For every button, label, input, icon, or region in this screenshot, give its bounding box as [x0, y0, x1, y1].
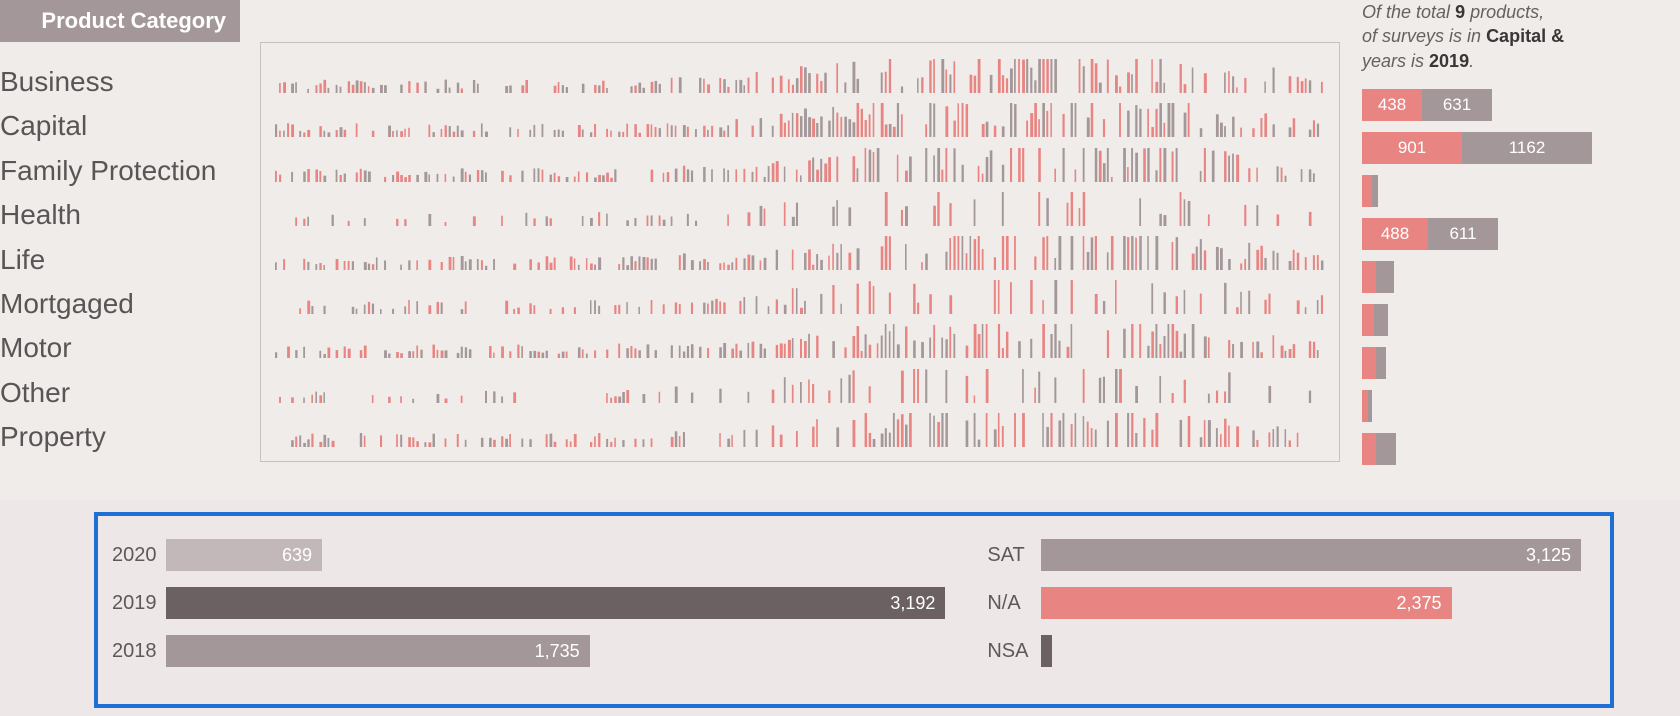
bar-label: 2018: [102, 640, 166, 663]
top-section: Product Category BusinessCapitalFamily P…: [0, 0, 1680, 500]
kpi-segment: 488: [1362, 218, 1428, 250]
category-item[interactable]: Mortgaged: [0, 282, 240, 326]
bar-row[interactable]: SAT3,125: [977, 534, 1594, 576]
bar-track: 3,125: [1041, 539, 1594, 571]
kpi-segment: [1376, 347, 1386, 379]
bar-row[interactable]: 20193,192: [102, 582, 947, 624]
satisfaction-bar-chart[interactable]: SAT3,125N/A2,375NSA: [967, 528, 1594, 692]
barcode-row: [275, 367, 1325, 403]
category-item[interactable]: Family Protection: [0, 149, 240, 193]
right-panel: Of the total 9 products, of surveys is i…: [1350, 0, 1680, 500]
kpi-segment: [1372, 175, 1378, 207]
kpi-segment: [1368, 390, 1372, 422]
bar-row[interactable]: 2020639: [102, 534, 947, 576]
barcode-row: [275, 411, 1325, 447]
bar-fill: 3,125: [1041, 539, 1581, 571]
category-item[interactable]: Motor: [0, 326, 240, 370]
category-item[interactable]: Capital: [0, 104, 240, 148]
category-item[interactable]: Life: [0, 238, 240, 282]
category-panel: Product Category BusinessCapitalFamily P…: [0, 0, 240, 500]
barcode-row: [275, 322, 1325, 358]
category-item[interactable]: Business: [0, 60, 240, 104]
barcode-row: [275, 190, 1325, 226]
bar-fill: 1,735: [166, 635, 590, 667]
barcode-row: [275, 278, 1325, 314]
bar-label: NSA: [977, 640, 1041, 663]
kpi-segment: 631: [1422, 89, 1492, 121]
bar-label: SAT: [977, 544, 1041, 567]
bar-track: 3,192: [166, 587, 947, 619]
kpi-segment: [1362, 304, 1374, 336]
kpi-row[interactable]: [1362, 301, 1676, 339]
kpi-segment: [1362, 347, 1376, 379]
barcode-row: [275, 57, 1325, 93]
kpi-segment: 901: [1362, 132, 1462, 164]
kpi-row[interactable]: [1362, 430, 1676, 468]
kpi-row[interactable]: [1362, 387, 1676, 425]
kpi-stacked-bars[interactable]: 438631 9011162 488611: [1362, 86, 1676, 468]
kpi-segment: [1362, 261, 1376, 293]
kpi-segment: 611: [1428, 218, 1498, 250]
barcode-chart[interactable]: [260, 42, 1340, 462]
kpi-segment: [1376, 261, 1394, 293]
kpi-row[interactable]: 488611: [1362, 215, 1676, 253]
kpi-segment: [1376, 433, 1396, 465]
barcode-row: [275, 101, 1325, 137]
category-list: BusinessCapitalFamily ProtectionHealthLi…: [0, 42, 240, 460]
kpi-segment: [1362, 433, 1376, 465]
barcode-row: [275, 234, 1325, 270]
category-item[interactable]: Property: [0, 415, 240, 459]
year-bar-chart[interactable]: 202063920193,19220181,735: [102, 528, 967, 692]
bar-track: [1041, 635, 1594, 667]
kpi-segment: [1374, 304, 1388, 336]
category-item[interactable]: Other: [0, 371, 240, 415]
kpi-segment: 438: [1362, 89, 1422, 121]
kpi-row[interactable]: [1362, 344, 1676, 382]
bar-fill: 2,375: [1041, 587, 1451, 619]
bar-fill: 3,192: [166, 587, 945, 619]
bar-label: N/A: [977, 592, 1041, 615]
bar-label: 2019: [102, 592, 166, 615]
barcode-panel: [240, 0, 1350, 500]
category-header: Product Category: [0, 0, 240, 42]
bar-row[interactable]: 20181,735: [102, 630, 947, 672]
bar-track: 639: [166, 539, 947, 571]
bar-row[interactable]: N/A2,375: [977, 582, 1594, 624]
kpi-row[interactable]: 438631: [1362, 86, 1676, 124]
category-item[interactable]: Health: [0, 193, 240, 237]
bar-track: 2,375: [1041, 587, 1594, 619]
bar-row[interactable]: NSA: [977, 630, 1594, 672]
kpi-segment: [1362, 175, 1372, 207]
barcode-row: [275, 146, 1325, 182]
bar-fill: 639: [166, 539, 322, 571]
kpi-row[interactable]: [1362, 172, 1676, 210]
kpi-row[interactable]: 9011162: [1362, 129, 1676, 167]
kpi-segment: 1162: [1462, 132, 1592, 164]
bar-fill: [1041, 635, 1051, 667]
bar-track: 1,735: [166, 635, 947, 667]
insight-text: Of the total 9 products, of surveys is i…: [1362, 0, 1676, 81]
bar-label: 2020: [102, 544, 166, 567]
selected-charts[interactable]: 202063920193,19220181,735 SAT3,125N/A2,3…: [94, 512, 1614, 708]
kpi-row[interactable]: [1362, 258, 1676, 296]
